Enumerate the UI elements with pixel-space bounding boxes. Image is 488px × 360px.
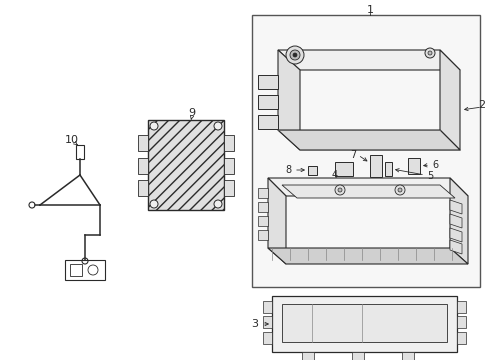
Bar — [138, 135, 148, 151]
Bar — [369, 155, 381, 177]
Bar — [271, 296, 456, 352]
Bar — [138, 158, 148, 174]
Circle shape — [150, 122, 158, 130]
Bar — [70, 264, 82, 276]
Text: 1: 1 — [366, 5, 373, 15]
Bar — [456, 301, 465, 313]
Circle shape — [292, 53, 296, 57]
Polygon shape — [258, 115, 278, 129]
Text: 4: 4 — [331, 170, 337, 180]
Polygon shape — [449, 214, 461, 228]
Bar — [384, 162, 391, 176]
Circle shape — [427, 51, 431, 55]
Bar — [282, 304, 446, 342]
Bar — [302, 352, 313, 360]
Circle shape — [337, 188, 341, 192]
Text: 5: 5 — [426, 171, 432, 181]
Bar — [224, 180, 234, 196]
Circle shape — [424, 48, 434, 58]
Bar — [148, 120, 224, 210]
Polygon shape — [439, 50, 459, 150]
Circle shape — [214, 200, 222, 208]
Circle shape — [285, 46, 304, 64]
Bar — [334, 162, 352, 176]
Circle shape — [289, 50, 299, 60]
Bar — [263, 301, 271, 313]
Polygon shape — [449, 240, 461, 254]
Text: 10: 10 — [65, 135, 79, 145]
Polygon shape — [449, 200, 461, 214]
Bar — [351, 352, 363, 360]
Polygon shape — [449, 178, 467, 264]
Bar — [224, 135, 234, 151]
Polygon shape — [258, 230, 267, 240]
Bar — [65, 260, 105, 280]
Bar — [401, 352, 413, 360]
Circle shape — [150, 200, 158, 208]
Bar — [138, 180, 148, 196]
Bar — [251, 15, 479, 287]
Circle shape — [334, 185, 345, 195]
Text: 8: 8 — [285, 165, 290, 175]
Bar — [263, 332, 271, 344]
Text: 6: 6 — [431, 160, 437, 170]
Text: 3: 3 — [251, 319, 258, 329]
Polygon shape — [278, 50, 299, 150]
Polygon shape — [267, 248, 467, 264]
Bar — [407, 158, 419, 174]
Bar — [307, 166, 316, 175]
Polygon shape — [267, 178, 467, 196]
Text: 7: 7 — [349, 150, 355, 160]
Polygon shape — [258, 202, 267, 212]
Polygon shape — [258, 188, 267, 198]
Polygon shape — [258, 216, 267, 226]
Bar — [224, 158, 234, 174]
Bar — [456, 316, 465, 328]
Polygon shape — [267, 178, 285, 264]
Circle shape — [214, 122, 222, 130]
Bar — [456, 332, 465, 344]
Polygon shape — [278, 50, 459, 70]
Polygon shape — [282, 185, 454, 198]
Circle shape — [397, 188, 401, 192]
Polygon shape — [449, 228, 461, 242]
Bar — [76, 145, 84, 159]
Text: 9: 9 — [188, 108, 195, 118]
Text: 2: 2 — [477, 100, 485, 110]
Polygon shape — [258, 75, 278, 89]
Circle shape — [394, 185, 404, 195]
Polygon shape — [258, 95, 278, 109]
Polygon shape — [278, 130, 459, 150]
Bar — [263, 316, 271, 328]
